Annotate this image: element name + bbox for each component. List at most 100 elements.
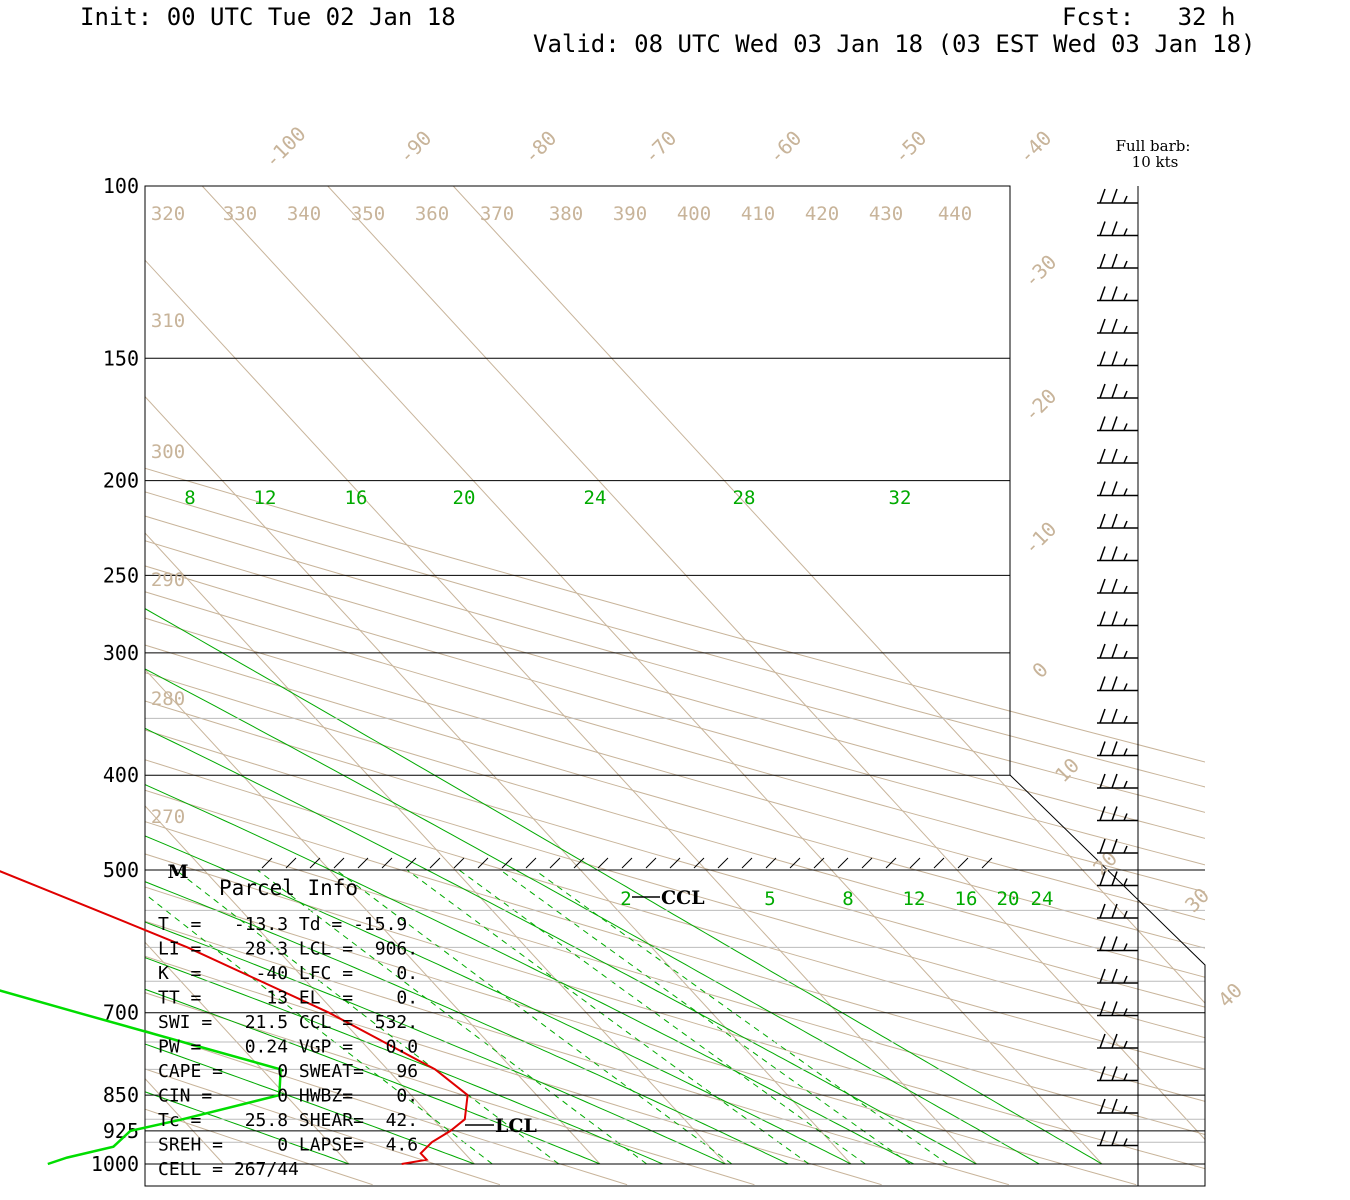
hatch-mark (405, 857, 417, 869)
wind-barb-flag (1099, 513, 1106, 529)
isotherm-lines (145, 186, 1205, 1165)
mixing-ratio-label: 8 (842, 888, 853, 910)
parcel-info-row: Tc = 25.8 SHEAR= 42. (158, 1110, 418, 1131)
theta-label: 270 (151, 806, 185, 828)
moist-adiabat-label: 28 (733, 487, 756, 509)
isotherm-line (145, 805, 475, 1165)
wind-barb-flag (1099, 318, 1106, 334)
dry-adiabat-line (145, 565, 1205, 866)
wind-barb-flag (1123, 618, 1128, 626)
parcel-info-row: T = -13.3 Td = -15.9 (158, 914, 407, 935)
isotherm-label: 20 (1088, 846, 1122, 880)
wind-barb-flag (1111, 253, 1118, 269)
wind-barb-flag (1111, 286, 1118, 301)
wind-barb-flag (1099, 643, 1106, 659)
hatch-mark (789, 857, 801, 869)
isotherm-line (145, 941, 350, 1165)
theta-label: 370 (480, 203, 514, 225)
theta-label: 390 (613, 203, 647, 225)
wind-barb-flag (1099, 481, 1106, 496)
dry-adiabat-line (145, 467, 1205, 763)
isotherm-label: -30 (1019, 250, 1062, 293)
dry-adiabat-line (145, 1108, 373, 1186)
wind-barb-flag (1123, 748, 1128, 756)
valid-time-label: Valid: 08 UTC Wed 03 Jan 18 (03 EST Wed … (533, 30, 1256, 58)
wind-barb-flag (1099, 676, 1106, 691)
lcl-label: LCL (495, 1115, 537, 1137)
wind-barb-flag (1099, 188, 1106, 204)
hatch-mark (285, 857, 297, 869)
init-time-label: Init: 00 UTC Tue 02 Jan 18 (80, 3, 456, 31)
dry-adiabat-line (145, 617, 1205, 921)
background-grid (145, 186, 1205, 1186)
theta-label: 440 (938, 203, 972, 225)
wind-barb-flag (1111, 1131, 1118, 1146)
dry-adiabat-line (145, 955, 882, 1186)
wind-barb-flag (1099, 253, 1106, 269)
wind-barb-flag (1123, 845, 1128, 854)
theta-label: 400 (677, 203, 711, 225)
dry-adiabat-line (145, 700, 1205, 1008)
m-marker: M (167, 861, 188, 883)
sounding-profiles (0, 870, 469, 1166)
diagram-frame (144, 185, 1206, 1187)
mixing-ratio-label: 20 (997, 888, 1020, 910)
wind-barb-flag (1111, 1001, 1118, 1016)
moist-adiabat-line (145, 957, 663, 1165)
isotherm-label: -40 (1014, 126, 1057, 169)
wind-legend-line: 10 kts (1132, 153, 1179, 171)
wind-barb-flag (1123, 1040, 1128, 1049)
isotherm-line (145, 668, 601, 1165)
hatch-mark (261, 857, 273, 869)
parcel-info-title: Parcel Info (219, 876, 358, 900)
wind-barb-flag (1123, 358, 1128, 366)
hatch-mark (549, 857, 561, 869)
wind-barb-flag (1111, 838, 1118, 854)
dry-adiabat-line (145, 591, 1205, 893)
wind-barb-flag (1123, 683, 1128, 691)
parcel-info-row: CELL = 267/44 (158, 1159, 299, 1180)
wind-barb-flag (1123, 455, 1128, 464)
isotherm-label: -100 (260, 122, 311, 173)
wind-barb-flag (1099, 708, 1106, 724)
hatch-mark (933, 857, 945, 869)
hatch-mark (477, 857, 489, 869)
pressure-label: 850 (103, 1083, 139, 1107)
wind-barb-flag (1123, 1105, 1128, 1114)
wind-barb-flag (1123, 520, 1128, 529)
parcel-info-row: SREH = 0 LAPSE= 4.6 (158, 1135, 418, 1156)
dry-adiabat-line (145, 759, 1205, 1070)
parcel-info-row: K = -40 LFC = 0. (158, 963, 418, 984)
mixing-ratio-line (534, 870, 948, 1165)
wind-barb-flag (1111, 448, 1118, 464)
dry-adiabat-lines (145, 467, 1205, 1186)
wind-barb-flag (1111, 741, 1118, 756)
parcel-info-panel: Parcel Info T = -13.3 Td = -15.9 LI = 28.3… (158, 876, 418, 1180)
dry-adiabat-line (145, 644, 1205, 949)
wind-barb-flag (1099, 578, 1106, 594)
pressure-label: 200 (103, 469, 139, 493)
mixing-ratio-label: 5 (764, 888, 775, 910)
wind-barb-flag (1099, 838, 1106, 854)
wind-barb-flag (1123, 715, 1128, 724)
wind-barb-flag (1123, 943, 1128, 951)
wind-barb-flag (1099, 286, 1106, 301)
wind-barb-flag (1111, 578, 1118, 594)
hatch-mark (669, 857, 681, 869)
theta-label: 320 (151, 203, 185, 225)
moist-adiabat-label: 20 (453, 487, 476, 509)
pressure-label: 250 (103, 563, 139, 587)
wind-barb-flag (1111, 806, 1118, 821)
parcel-info-row: SWI = 21.5 CCL = 532. (158, 1012, 418, 1033)
temperature-profile-line (0, 870, 469, 1165)
wind-barb-flag (1099, 1066, 1106, 1081)
isotherm-label: 30 (1180, 883, 1214, 917)
dry-adiabat-line (145, 992, 755, 1186)
isotherm-line (327, 186, 1205, 1141)
wind-barb-flag (1111, 513, 1118, 529)
dry-adiabat-line (145, 886, 1137, 1186)
theta-label: 280 (151, 688, 185, 710)
dry-adiabat-line (145, 821, 1205, 1136)
pressure-label: 300 (103, 641, 139, 665)
hatch-mark (957, 857, 969, 869)
